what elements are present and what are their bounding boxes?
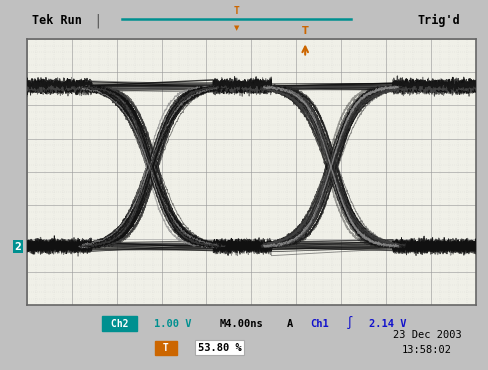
Text: Ch1: Ch1 [310, 319, 329, 329]
Text: Tek Run: Tek Run [32, 14, 81, 27]
Text: T: T [234, 6, 240, 16]
Text: 13:58:02: 13:58:02 [402, 344, 452, 355]
Text: ∫: ∫ [345, 317, 353, 330]
Text: Trig'd: Trig'd [417, 14, 460, 27]
Text: ▼: ▼ [234, 25, 240, 31]
Text: Ch2: Ch2 [105, 319, 134, 329]
Text: 1.00 V: 1.00 V [155, 319, 192, 329]
Text: A: A [287, 319, 293, 329]
Text: M4.00ns: M4.00ns [220, 319, 264, 329]
Text: T: T [302, 26, 308, 36]
Text: 53.80 %: 53.80 % [198, 343, 242, 353]
Text: T: T [157, 343, 175, 353]
Text: |: | [95, 13, 100, 28]
Text: 2.14 V: 2.14 V [369, 319, 407, 329]
Text: 2: 2 [15, 242, 21, 252]
Text: 23 Dec 2003: 23 Dec 2003 [393, 330, 461, 340]
